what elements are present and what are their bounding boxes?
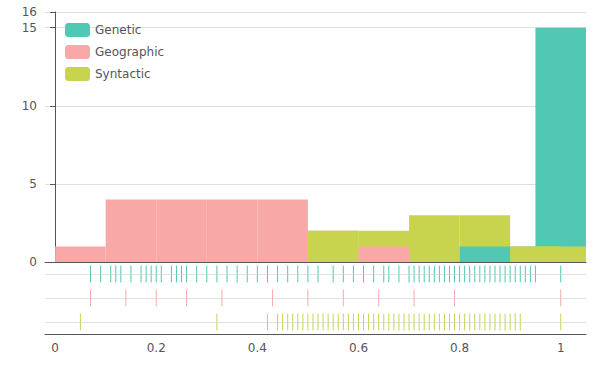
svg-text:1: 1 [557, 341, 565, 355]
svg-text:5: 5 [29, 177, 37, 191]
svg-text:0.2: 0.2 [147, 341, 166, 355]
svg-text:0: 0 [51, 341, 59, 355]
svg-text:16: 16 [22, 5, 37, 19]
svg-text:0: 0 [29, 255, 37, 269]
svg-text:Geographic: Geographic [95, 45, 164, 59]
svg-text:Syntactic: Syntactic [95, 67, 151, 81]
svg-text:0.4: 0.4 [248, 341, 267, 355]
svg-text:0.8: 0.8 [450, 341, 469, 355]
svg-text:15: 15 [22, 21, 37, 35]
svg-text:Genetic: Genetic [95, 23, 141, 37]
svg-text:0.6: 0.6 [349, 341, 368, 355]
svg-text:10: 10 [22, 99, 37, 113]
